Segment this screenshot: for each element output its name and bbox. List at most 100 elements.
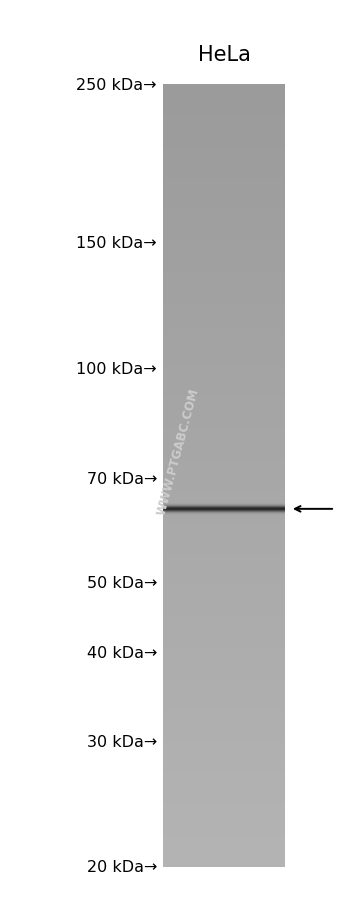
Bar xyxy=(163,453,285,456)
Bar xyxy=(163,763,285,766)
Bar xyxy=(163,312,285,314)
Bar xyxy=(163,272,285,275)
Bar xyxy=(163,857,285,860)
Bar xyxy=(163,457,285,460)
Bar xyxy=(163,536,285,538)
Bar xyxy=(163,169,285,171)
Bar xyxy=(163,234,285,236)
Text: 70 kDa→: 70 kDa→ xyxy=(87,472,157,486)
Bar xyxy=(163,299,285,301)
Bar xyxy=(163,713,285,716)
Bar xyxy=(163,815,285,817)
Bar xyxy=(163,635,285,638)
Bar xyxy=(163,356,285,359)
Bar xyxy=(163,129,285,132)
Bar xyxy=(163,450,285,453)
Bar xyxy=(163,674,285,676)
Bar xyxy=(163,841,285,843)
Bar xyxy=(163,630,285,632)
Bar xyxy=(163,676,285,679)
Bar xyxy=(163,380,285,382)
Bar xyxy=(163,351,285,354)
Bar xyxy=(163,671,285,674)
Bar xyxy=(163,362,285,364)
Bar xyxy=(163,549,285,552)
Bar xyxy=(163,184,285,187)
Bar xyxy=(163,533,285,536)
Bar xyxy=(163,327,285,330)
Bar xyxy=(163,766,285,768)
Bar xyxy=(163,734,285,737)
Bar xyxy=(163,377,285,380)
Bar xyxy=(163,760,285,763)
Bar xyxy=(163,781,285,784)
Bar xyxy=(163,195,285,197)
Bar xyxy=(163,562,285,565)
Bar xyxy=(163,447,285,450)
Bar xyxy=(163,700,285,703)
Bar xyxy=(163,565,285,567)
Bar xyxy=(163,860,285,861)
Bar xyxy=(163,124,285,126)
Bar xyxy=(163,703,285,705)
Bar xyxy=(163,559,285,562)
Bar xyxy=(163,497,285,500)
Bar xyxy=(163,429,285,432)
Bar xyxy=(163,226,285,228)
Bar xyxy=(163,223,285,226)
Bar xyxy=(163,301,285,304)
Bar xyxy=(163,354,285,356)
Bar xyxy=(163,791,285,794)
Bar xyxy=(163,693,285,695)
Bar xyxy=(163,726,285,729)
Bar xyxy=(163,752,285,755)
Bar xyxy=(163,502,285,504)
Bar xyxy=(163,307,285,309)
Bar xyxy=(163,596,285,599)
Bar xyxy=(163,758,285,760)
Bar xyxy=(163,437,285,439)
Bar xyxy=(163,817,285,820)
Bar xyxy=(163,132,285,134)
Bar xyxy=(163,483,285,486)
Bar xyxy=(163,802,285,805)
Bar xyxy=(163,747,285,750)
Bar xyxy=(163,333,285,336)
Bar xyxy=(163,711,285,713)
Bar xyxy=(163,526,285,528)
Bar xyxy=(163,708,285,711)
Bar xyxy=(163,577,285,580)
Bar xyxy=(163,296,285,299)
Bar xyxy=(163,176,285,179)
Bar xyxy=(163,163,285,166)
Bar xyxy=(163,846,285,849)
Bar xyxy=(163,721,285,723)
Bar xyxy=(163,787,285,789)
Bar xyxy=(163,126,285,129)
Bar xyxy=(163,87,285,90)
Bar xyxy=(163,114,285,116)
Bar xyxy=(163,374,285,377)
Bar xyxy=(163,807,285,810)
Bar xyxy=(163,197,285,199)
Bar xyxy=(163,171,285,173)
Bar xyxy=(163,432,285,434)
Bar xyxy=(163,838,285,841)
Bar xyxy=(163,210,285,213)
Bar xyxy=(163,242,285,244)
Bar xyxy=(163,690,285,693)
Bar xyxy=(163,213,285,216)
Text: 100 kDa→: 100 kDa→ xyxy=(76,361,157,376)
Bar xyxy=(163,403,285,406)
Bar xyxy=(163,716,285,718)
Bar xyxy=(163,445,285,447)
Bar xyxy=(163,181,285,184)
Bar xyxy=(163,244,285,246)
Bar xyxy=(163,395,285,398)
Bar xyxy=(163,463,285,465)
Bar xyxy=(163,656,285,658)
Bar xyxy=(163,737,285,740)
Bar xyxy=(163,257,285,260)
Bar xyxy=(163,434,285,437)
Bar xyxy=(163,173,285,176)
